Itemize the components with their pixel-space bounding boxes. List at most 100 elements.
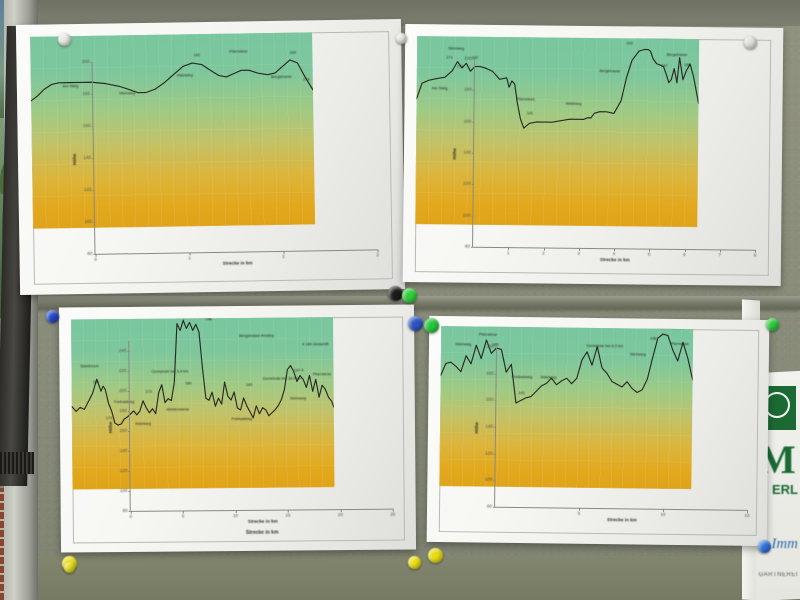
y-tick-label: 160 [119,427,128,434]
chart-annotation: Waldweg [176,71,193,78]
x-tick-mark [130,510,132,514]
pin-mid-left-blue[interactable] [46,310,59,323]
poster-25km[interactable]: 25 km Strecke HöhenprofilBergstrasse Ans… [58,304,417,553]
pin-mid-green[interactable] [402,288,417,303]
banner-subtitle: ERL [772,482,798,497]
chart-annotation: Bergstrasse [666,51,688,58]
x-tick-label: 5 [577,510,581,516]
chart-annotation: Bergstrasse [599,68,621,74]
poster-3km[interactable]: 3 km Strecke HöhenprofilAm SteigSteinweg… [15,18,406,296]
x-tick-label: 5 [647,251,651,257]
y-axis-title: Höhe [451,148,458,160]
chart-annotation: Steinweg [118,90,136,96]
chart-annotation: 174 [105,415,113,421]
chart-annotation: Steinbruch [80,363,99,369]
x-tick-label: 0 [129,513,133,519]
elevation-profile-line [30,59,314,102]
pin-mid-blue[interactable] [408,316,423,331]
y-tick-mark [492,506,496,508]
chart-annotation: Pfarrwiese [229,48,248,54]
x-tick-label: 6 [683,251,686,257]
y-tick-mark [470,246,474,248]
poster-15km[interactable]: 15 km Strecke HöhenprofilSteinwegPfarrwi… [426,315,770,547]
y-tick-label: 100 [484,476,493,483]
y-tick-label: 160 [485,396,494,403]
chart-annotation: 180 [185,380,192,386]
pin-left-yellow[interactable] [64,562,75,573]
y-tick-mark [127,410,130,412]
chart-annotation: Gemeinde bei 3,4 km [151,368,189,374]
chart-annotation: 174 [302,76,310,82]
y-tick-mark [91,157,95,159]
chart-annotation: Mühlenwiese [166,406,190,412]
chart-annotation: 193 [626,40,633,46]
banner-fine-print: GARTNEREI [758,572,798,578]
chart-annotation: Am Steig [431,85,448,91]
plot-area: Bergstrasse Anstieg Steinbruch 191 174 Freib… [71,317,335,490]
chart-annotation: Steinweg [455,340,472,347]
y-tick-mark [492,480,496,481]
y-tick-mark [90,125,94,127]
chart-3km: 3 km Strecke HöhenprofilAm SteigSteinweg… [30,31,391,283]
x-tick-label: 4 [612,251,616,257]
pin-mid-black[interactable] [388,286,403,301]
chart-annotation: Freibadweg [511,373,533,379]
y-tick-mark [471,121,475,122]
x-tick-mark [747,509,748,513]
chart-annotation: Waldweg [565,101,582,107]
y-tick-label: 120 [83,186,92,192]
x-axis-title-secondary: Strecke in km [245,529,279,536]
x-tick-mark [719,249,721,252]
y-tick-mark [470,215,474,216]
pin-mid-green-2[interactable] [424,318,439,333]
y-tick-label: 140 [119,447,128,454]
chart-annotation: Gemeinde bei 18,4 km [262,375,302,381]
pin-top-right-white[interactable] [744,36,757,49]
chart-15km: 15 km Strecke HöhenprofilSteinwegPfarrwi… [439,326,757,534]
x-tick-mark [754,249,756,253]
x-tick-mark [392,508,394,512]
y-tick-label: 240 [118,347,127,354]
chart-annotation: 171 [446,54,453,60]
chart-annotation: Am Steig [62,83,79,89]
chart-annotation: Steinweg [448,45,465,51]
y-tick-label: 180 [486,370,494,376]
x-tick-mark [283,250,285,254]
pin-bottom-right-blue[interactable] [758,540,771,553]
y-tick-mark [493,426,497,428]
chart-annotation: 186 [684,61,691,67]
chart-25km: 25 km Strecke HöhenprofilBergstrasse Ans… [71,317,403,542]
x-axis-line [130,508,393,512]
chart-annotation: Gemeinde bei 8,9 km [586,342,624,348]
chart-annotation: 141 [526,110,534,116]
y-tick-mark [128,490,131,492]
y-axis-title: Höhe [107,421,114,434]
x-tick-label: 1 [506,250,510,256]
y-tick-label: 180 [464,86,472,93]
pin-top-left-white[interactable] [58,33,71,46]
elevation-profile-line [71,319,335,426]
banner-script-text: Imm [771,536,798,552]
x-axis-title: Strecke in km [247,518,278,524]
pin-mid-right-green[interactable] [766,318,779,331]
pin-bottom-yellow-3[interactable] [428,548,443,563]
chart-annotation: 183 [289,49,296,55]
plot-area: Am Steig Steinweg Waldweg 182 Pfarrwiese Berg… [30,32,316,229]
chart-annotation: Bergstrasse [270,73,292,79]
poster-8km[interactable]: 8 km Strecke HöhenprofilSteinweg17117318… [402,24,784,286]
x-tick-label: 20 [337,512,343,518]
y-axis-title: Höhe [71,153,78,166]
y-tick-label: 100 [84,218,93,224]
x-tick-label: 5 [181,513,185,519]
pin-top-mid-white[interactable] [396,33,407,44]
chart-annotation: 182 [193,52,201,58]
y-tick-mark [493,400,497,401]
chart-top-note: Bergstrasse Anstieg [239,332,274,338]
pin-bottom-yellow-2[interactable] [408,556,421,569]
x-axis-title: Strecke in km [599,257,630,263]
x-tick-mark [578,247,580,251]
x-tick-mark [287,509,289,513]
y-tick-label: 80 [87,250,93,256]
chart-annotation: Freibadweg [113,398,135,405]
